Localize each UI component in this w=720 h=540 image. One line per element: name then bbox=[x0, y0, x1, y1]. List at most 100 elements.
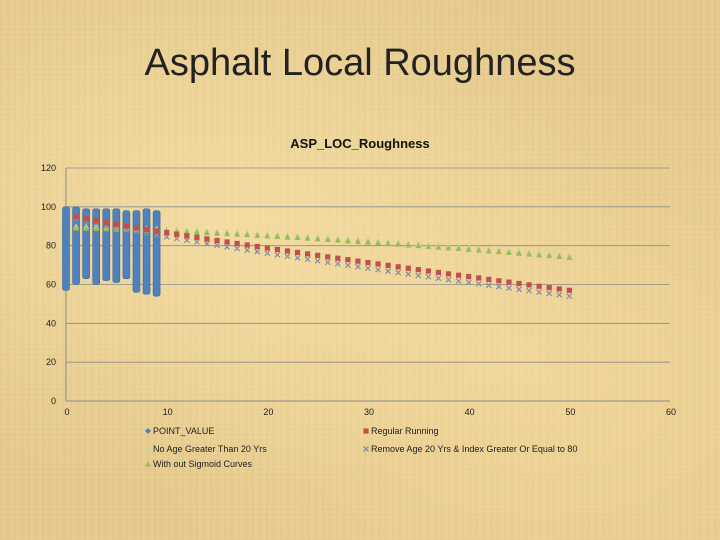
triangle-point bbox=[203, 229, 210, 236]
model-series bbox=[73, 213, 573, 300]
triangle-point bbox=[495, 248, 502, 255]
square-point bbox=[244, 242, 250, 248]
square-point bbox=[214, 237, 220, 244]
triangle-point bbox=[505, 249, 512, 255]
x-point bbox=[526, 287, 533, 294]
point-value-bar bbox=[82, 208, 90, 279]
y-tick-label: 120 bbox=[41, 163, 56, 173]
square-point bbox=[556, 286, 562, 292]
square-point bbox=[435, 269, 442, 276]
square-point bbox=[445, 271, 452, 277]
triangle-point bbox=[324, 236, 331, 243]
x-point bbox=[274, 251, 281, 258]
x-axis-ticks: 0 10 20 30 40 50 60 bbox=[64, 407, 676, 417]
triangle-point bbox=[455, 245, 462, 252]
square-point bbox=[496, 278, 502, 284]
triangle-point bbox=[395, 241, 402, 247]
legend-label: Remove Age 20 Yrs & Index Greater Or Equ… bbox=[371, 444, 577, 454]
square-point bbox=[516, 280, 522, 287]
x-tick-label: 0 bbox=[64, 407, 69, 417]
triangle-point bbox=[145, 461, 151, 467]
square-point bbox=[325, 254, 331, 260]
point-value-bar bbox=[142, 208, 151, 295]
triangle-point bbox=[556, 253, 563, 259]
point-value-bar bbox=[112, 208, 121, 283]
y-tick-label: 0 bbox=[51, 396, 56, 406]
triangle-point bbox=[284, 234, 291, 240]
triangle-point bbox=[73, 225, 80, 231]
square-point bbox=[466, 274, 472, 280]
x-point bbox=[193, 239, 200, 245]
x-point bbox=[214, 242, 220, 249]
square-point bbox=[184, 233, 190, 239]
x-point bbox=[304, 256, 311, 263]
square-point bbox=[224, 239, 230, 245]
square-point bbox=[194, 234, 200, 240]
x-point bbox=[556, 291, 563, 298]
x-tick-label: 60 bbox=[666, 407, 676, 417]
x-tick-label: 40 bbox=[465, 407, 475, 417]
chart-legend: POINT_VALUE Regular Running No Age Greater… bbox=[145, 426, 577, 469]
square-point bbox=[546, 285, 552, 291]
square-point bbox=[363, 428, 369, 434]
diamond-point bbox=[145, 428, 151, 434]
triangle-point bbox=[425, 243, 432, 249]
triangle-point bbox=[264, 232, 271, 239]
triangle-point bbox=[385, 240, 392, 247]
x-tick-label: 50 bbox=[565, 407, 575, 417]
legend-label: POINT_VALUE bbox=[153, 426, 214, 436]
x-tick-label: 30 bbox=[364, 407, 374, 417]
triangle-point bbox=[294, 234, 301, 241]
triangle-point bbox=[485, 247, 492, 254]
y-tick-label: 80 bbox=[46, 241, 56, 251]
series-regular-running bbox=[73, 213, 572, 293]
legend-label: Regular Running bbox=[371, 426, 439, 436]
triangle-point bbox=[314, 235, 321, 242]
square-point bbox=[526, 282, 532, 288]
x-tick-label: 20 bbox=[263, 407, 273, 417]
square-point bbox=[83, 216, 89, 222]
square-point bbox=[486, 276, 492, 282]
triangle-point bbox=[354, 238, 361, 244]
square-point bbox=[415, 267, 421, 273]
x-point bbox=[425, 273, 432, 280]
x-point bbox=[234, 245, 241, 252]
x-point bbox=[284, 253, 291, 260]
triangle-point bbox=[274, 233, 281, 239]
point-value-bar bbox=[62, 206, 70, 291]
y-axis-ticks: 0 20 40 60 80 100 120 bbox=[41, 163, 56, 406]
x-point bbox=[163, 233, 170, 240]
chart-title: ASP_LOC_Roughness bbox=[290, 136, 429, 151]
x-point bbox=[465, 279, 472, 286]
square-point bbox=[476, 275, 482, 281]
x-point bbox=[516, 286, 522, 293]
square-point bbox=[274, 246, 280, 253]
y-tick-label: 100 bbox=[41, 202, 56, 212]
legend-label: With out Sigmoid Curves bbox=[153, 459, 253, 469]
x-point bbox=[173, 235, 180, 242]
point-value-bar bbox=[132, 210, 141, 293]
x-point bbox=[415, 272, 422, 279]
x-point bbox=[375, 266, 382, 273]
x-point bbox=[334, 260, 341, 267]
square-point bbox=[536, 283, 542, 289]
x-point bbox=[445, 276, 452, 283]
point-value-bar bbox=[102, 208, 111, 281]
triangle-point bbox=[103, 225, 110, 232]
square-point bbox=[294, 249, 301, 256]
triangle-point bbox=[254, 232, 261, 238]
square-point bbox=[385, 262, 391, 269]
triangle-point bbox=[375, 239, 382, 246]
x-point bbox=[365, 265, 371, 272]
triangle-point bbox=[465, 246, 472, 252]
x-point bbox=[536, 289, 543, 296]
x-point bbox=[294, 254, 301, 261]
square-point bbox=[164, 229, 170, 236]
square-point bbox=[143, 226, 150, 232]
square-point bbox=[355, 258, 361, 264]
x-point bbox=[324, 259, 331, 266]
chart-gridlines bbox=[66, 167, 670, 363]
x-point bbox=[475, 280, 482, 287]
square-point bbox=[456, 272, 462, 278]
